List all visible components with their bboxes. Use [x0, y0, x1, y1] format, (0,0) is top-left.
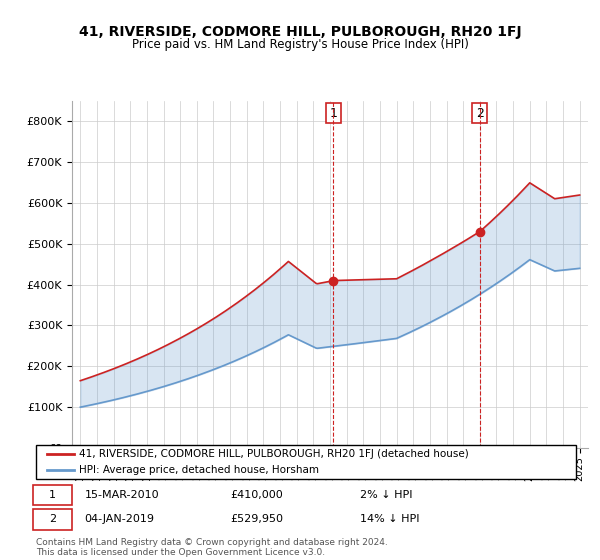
Text: 2% ↓ HPI: 2% ↓ HPI: [360, 490, 413, 500]
Text: £529,950: £529,950: [230, 514, 283, 524]
FancyBboxPatch shape: [36, 445, 576, 479]
FancyBboxPatch shape: [34, 509, 72, 530]
Text: HPI: Average price, detached house, Horsham: HPI: Average price, detached house, Hors…: [79, 465, 319, 475]
Text: 41, RIVERSIDE, CODMORE HILL, PULBOROUGH, RH20 1FJ: 41, RIVERSIDE, CODMORE HILL, PULBOROUGH,…: [79, 25, 521, 39]
Text: 41, RIVERSIDE, CODMORE HILL, PULBOROUGH, RH20 1FJ (detached house): 41, RIVERSIDE, CODMORE HILL, PULBOROUGH,…: [79, 449, 469, 459]
Text: Contains HM Land Registry data © Crown copyright and database right 2024.
This d: Contains HM Land Registry data © Crown c…: [36, 538, 388, 557]
Text: 1: 1: [329, 106, 337, 119]
Text: 14% ↓ HPI: 14% ↓ HPI: [360, 514, 419, 524]
Text: 2: 2: [476, 106, 484, 119]
Text: Price paid vs. HM Land Registry's House Price Index (HPI): Price paid vs. HM Land Registry's House …: [131, 38, 469, 51]
Text: 2: 2: [49, 514, 56, 524]
Text: 1: 1: [49, 490, 56, 500]
Text: £410,000: £410,000: [230, 490, 283, 500]
Text: 15-MAR-2010: 15-MAR-2010: [85, 490, 159, 500]
FancyBboxPatch shape: [34, 485, 72, 505]
Text: 04-JAN-2019: 04-JAN-2019: [85, 514, 155, 524]
